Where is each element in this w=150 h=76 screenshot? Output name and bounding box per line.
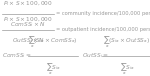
Text: $ComSS_i =$: $ComSS_i =$ bbox=[2, 52, 32, 60]
Text: = community incidence/100,000 person-years: = community incidence/100,000 person-yea… bbox=[56, 11, 150, 16]
Text: $OutSS_i \times N$: $OutSS_i \times N$ bbox=[12, 36, 44, 45]
Text: $P_i \times S \times 100,000$: $P_i \times S \times 100,000$ bbox=[3, 0, 53, 8]
Text: $ComSS_i \times N$: $ComSS_i \times N$ bbox=[10, 20, 46, 29]
Text: $\sum_a S_{ia}$: $\sum_a S_{ia}$ bbox=[120, 62, 134, 76]
Text: = outpatient incidence/100,000 person-years: = outpatient incidence/100,000 person-ye… bbox=[56, 28, 150, 33]
Text: $\sum_a (S_{ia} \times ComSS_a)$: $\sum_a (S_{ia} \times ComSS_a)$ bbox=[28, 35, 78, 50]
Text: $\sum_a (S_{ia} \times OutSS_a)$: $\sum_a (S_{ia} \times OutSS_a)$ bbox=[103, 35, 150, 50]
Text: $\sum_a S_{ia}$: $\sum_a S_{ia}$ bbox=[46, 62, 60, 76]
Text: $OutSS_i =$: $OutSS_i =$ bbox=[82, 52, 109, 60]
Text: $P_i \times S \times 100,000$: $P_i \times S \times 100,000$ bbox=[3, 15, 53, 24]
